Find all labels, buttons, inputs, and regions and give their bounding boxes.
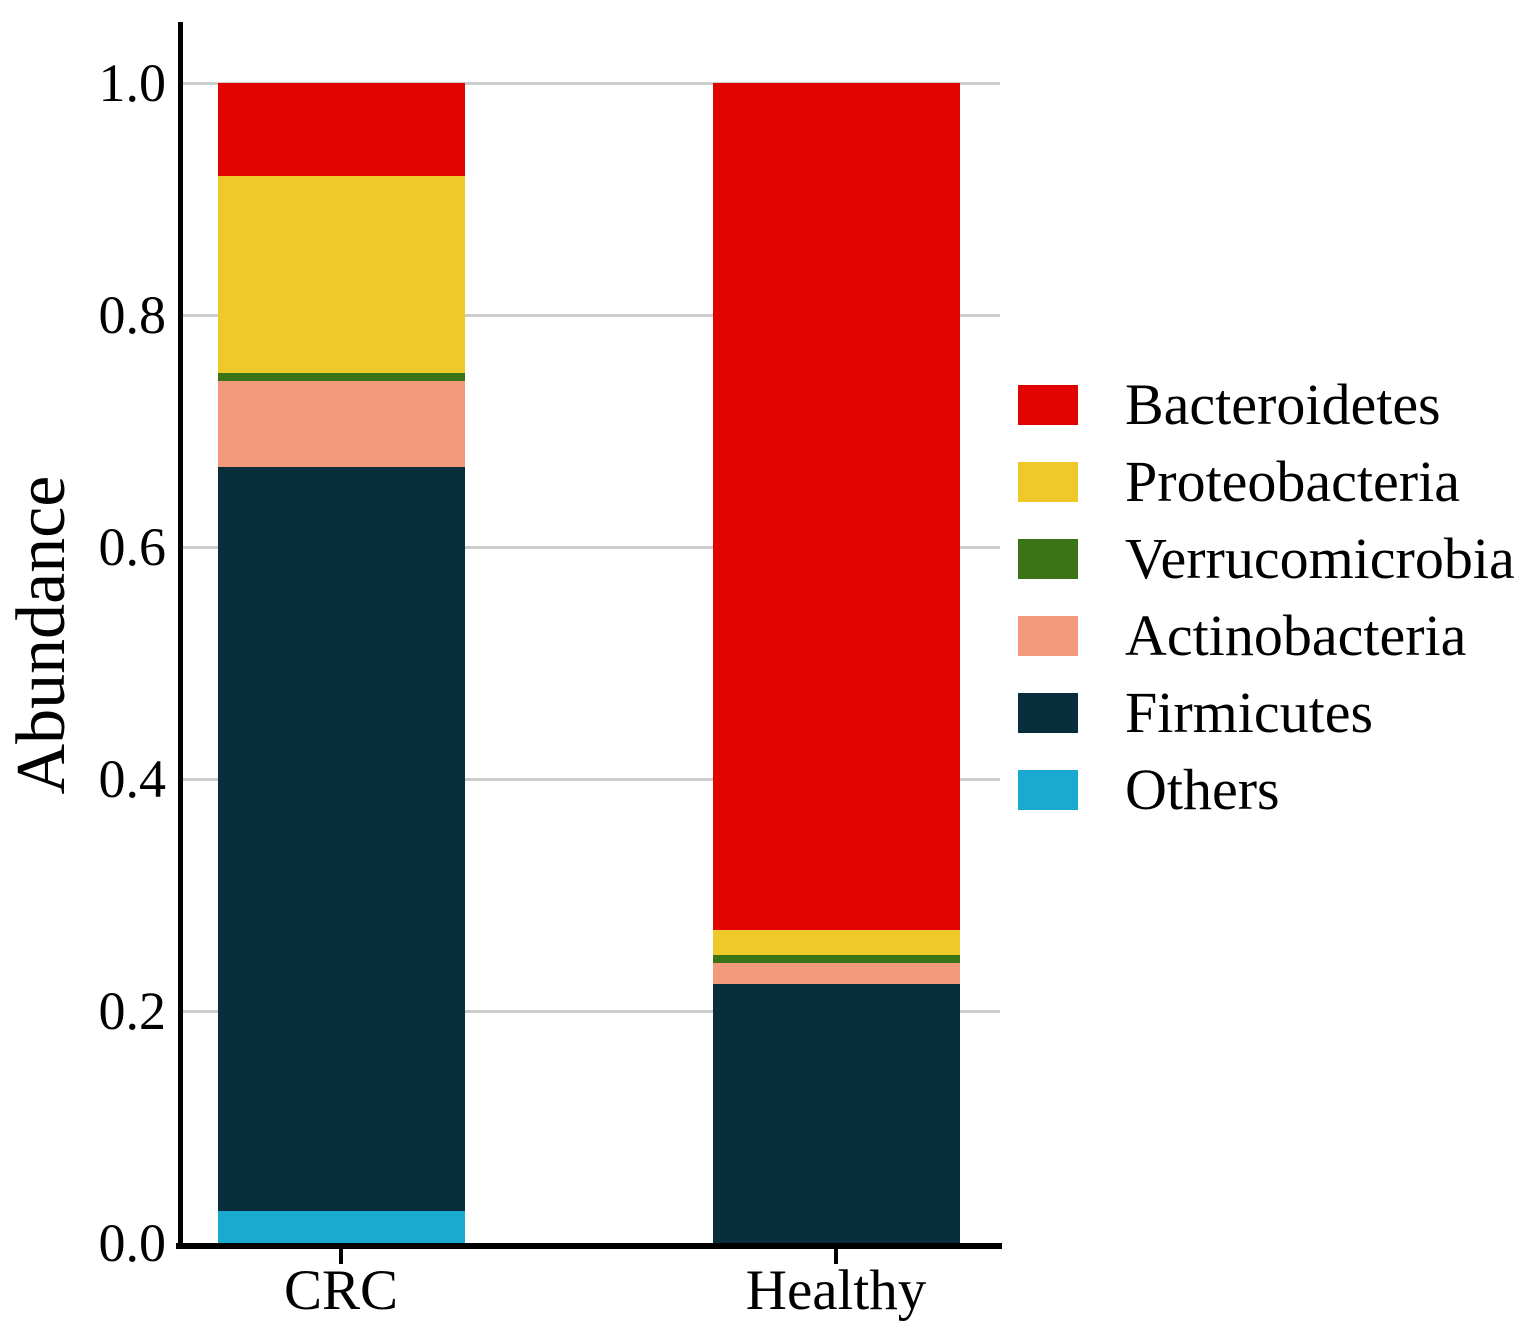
x-tick-label-healthy: Healthy [745, 1259, 927, 1322]
legend-swatch-firmicutes [1018, 693, 1078, 733]
segment-verrucomicrobia-crc [217, 373, 465, 382]
legend-swatch-proteobacteria [1018, 462, 1078, 502]
legend-item-others: Others [1018, 757, 1518, 822]
legend-label-actinobacteria: Actinobacteria [1125, 603, 1467, 668]
segment-bacteroidetes-crc [217, 83, 465, 176]
segment-verrucomicrobia-healthy [712, 955, 960, 964]
x-axis-line [176, 1243, 1002, 1249]
legend-item-verrucomicrobia: Verrucomicrobia [1018, 526, 1518, 591]
legend-swatch-others [1018, 770, 1078, 810]
legend-label-firmicutes: Firmicutes [1125, 680, 1374, 745]
gridline-0.8 [183, 313, 1000, 317]
y-tick-label-0.6: 0.6 [98, 517, 167, 577]
segment-others-crc [217, 1210, 465, 1243]
x-tick-crc [339, 1249, 343, 1264]
legend-item-proteobacteria: Proteobacteria [1018, 449, 1518, 514]
x-tick-healthy [834, 1249, 838, 1264]
legend-label-bacteroidetes: Bacteroidetes [1125, 372, 1441, 437]
y-tick-label-0.8: 0.8 [98, 285, 167, 345]
segment-actinobacteria-healthy [712, 963, 960, 985]
legend-item-bacteroidetes: Bacteroidetes [1018, 372, 1518, 437]
segment-actinobacteria-crc [217, 381, 465, 467]
legend-swatch-verrucomicrobia [1018, 539, 1078, 579]
gridline-0.4 [183, 777, 1000, 781]
y-tick-label-0.4: 0.4 [98, 749, 167, 809]
y-axis-line [178, 22, 183, 1249]
segment-proteobacteria-crc [217, 175, 465, 373]
legend-label-proteobacteria: Proteobacteria [1125, 449, 1460, 514]
legend-label-verrucomicrobia: Verrucomicrobia [1125, 526, 1515, 591]
legend-swatch-actinobacteria [1018, 616, 1078, 656]
segment-bacteroidetes-healthy [712, 83, 960, 930]
y-tick-label-1.0: 1.0 [98, 53, 167, 113]
x-tick-label-crc: CRC [283, 1259, 399, 1322]
y-tick-label-0.2: 0.2 [98, 981, 167, 1041]
legend-swatch-bacteroidetes [1018, 385, 1078, 425]
gridline-0.6 [183, 545, 1000, 549]
segment-proteobacteria-healthy [712, 929, 960, 956]
legend-label-others: Others [1125, 757, 1280, 822]
segment-firmicutes-healthy [712, 984, 960, 1243]
legend-item-actinobacteria: Actinobacteria [1018, 603, 1518, 668]
gridline-1.0 [183, 81, 1000, 85]
y-tick-label-0.0: 0.0 [98, 1213, 167, 1273]
gridline-0.2 [183, 1009, 1000, 1013]
segment-firmicutes-crc [217, 466, 465, 1211]
legend-item-firmicutes: Firmicutes [1018, 680, 1518, 745]
